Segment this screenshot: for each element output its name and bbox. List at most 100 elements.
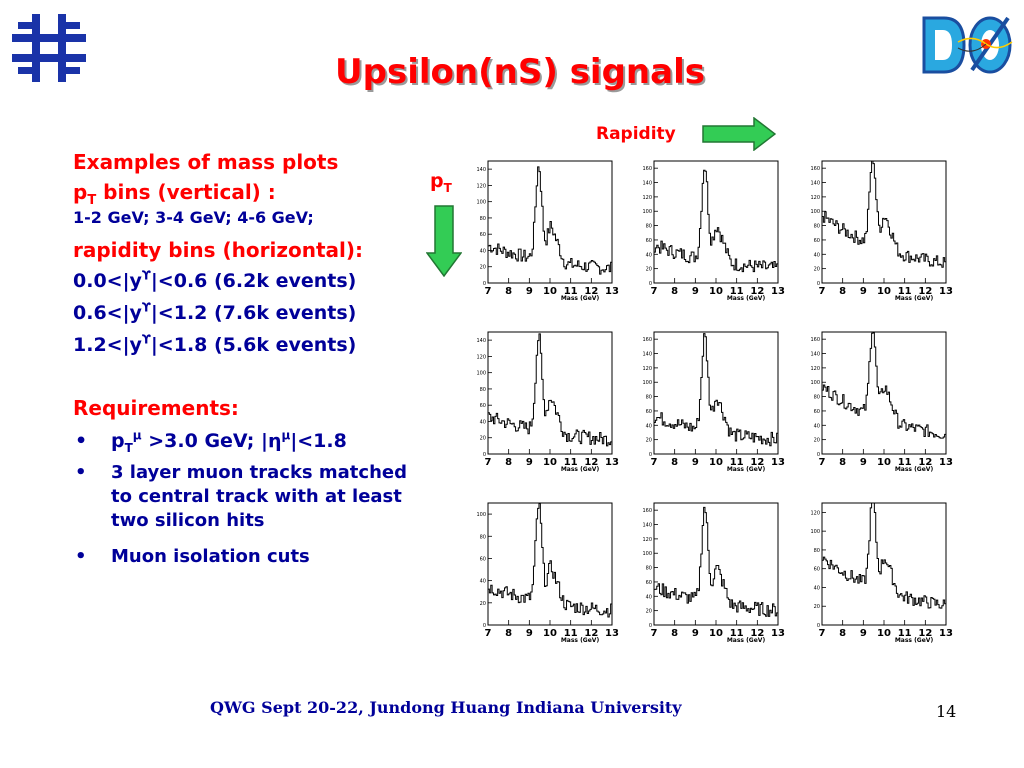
y-tick-label: 0	[649, 623, 652, 629]
y-tick-label: 100	[476, 512, 486, 518]
x-tick-label: 9	[526, 286, 533, 297]
examples-line: Examples of mass plots	[73, 150, 339, 174]
x-tick-label: 13	[771, 457, 785, 468]
x-tick-label: 12	[584, 457, 598, 468]
y-tick-label: 20	[814, 267, 820, 273]
x-axis-label: Mass (GeV)	[727, 466, 766, 473]
x-tick-label: 7	[651, 628, 658, 639]
x-tick-label: 9	[860, 457, 867, 468]
x-tick-label: 11	[730, 628, 744, 639]
y-tick-label: 160	[810, 166, 820, 172]
y-tick-label: 120	[810, 366, 820, 372]
x-tick-label: 13	[939, 628, 953, 639]
x-tick-label: 8	[839, 457, 846, 468]
x-tick-label: 11	[564, 286, 578, 297]
x-tick-label: 13	[605, 457, 619, 468]
y-tick-label: 40	[814, 252, 820, 258]
y-tick-label: 100	[476, 200, 486, 206]
x-tick-label: 11	[898, 286, 912, 297]
y-tick-label: 100	[810, 529, 820, 535]
y-tick-label: 40	[646, 423, 652, 429]
y-tick-label: 0	[817, 452, 820, 458]
y-tick-label: 100	[810, 380, 820, 386]
mass-histogram: 0 20 40 60 80 100 120 140 160 7 8 9 10 11 12 13 Mass (Ge…	[808, 326, 954, 474]
x-tick-label: 7	[485, 286, 492, 297]
x-tick-label: 11	[730, 286, 744, 297]
requirement-item-cont: two silicon hits	[111, 510, 265, 531]
x-tick-label: 10	[709, 457, 723, 468]
y-tick-label: 20	[646, 609, 652, 615]
y-tick-label: 20	[480, 436, 486, 442]
x-axis-label: Mass (GeV)	[895, 637, 934, 644]
y-tick-label: 140	[642, 181, 652, 187]
mass-histogram: 0 20 40 60 80 100 120 140 160 7 8 9 10 11 12 13 Mass (Ge…	[640, 497, 786, 645]
y-tick-label: 160	[642, 337, 652, 343]
x-axis-label: Mass (GeV)	[561, 466, 600, 473]
y-tick-label: 0	[483, 281, 486, 287]
x-tick-label: 12	[584, 628, 598, 639]
y-tick-label: 20	[814, 438, 820, 444]
y-tick-label: 160	[642, 508, 652, 514]
pt-label: pT	[430, 170, 452, 195]
x-tick-label: 10	[543, 628, 557, 639]
y-tick-label: 120	[642, 195, 652, 201]
x-tick-label: 13	[605, 286, 619, 297]
histogram-line	[653, 169, 778, 283]
x-axis-label: Mass (GeV)	[561, 295, 600, 302]
y-tick-label: 120	[810, 510, 820, 516]
x-tick-label: 12	[750, 286, 764, 297]
x-tick-label: 8	[505, 457, 512, 468]
x-tick-label: 9	[860, 286, 867, 297]
y-tick-label: 20	[814, 604, 820, 610]
x-tick-label: 12	[918, 286, 932, 297]
x-tick-label: 7	[485, 628, 492, 639]
y-tick-label: 140	[476, 338, 486, 344]
x-tick-label: 9	[692, 457, 699, 468]
x-axis-label: Mass (GeV)	[895, 466, 934, 473]
x-axis-label: Mass (GeV)	[727, 295, 766, 302]
y-tick-label: 80	[480, 387, 486, 393]
y-tick-label: 100	[642, 209, 652, 215]
y-tick-label: 80	[480, 216, 486, 222]
x-tick-label: 8	[505, 628, 512, 639]
description-text: Examples of mass plots pT bins (vertical…	[73, 152, 463, 572]
y-tick-label: 120	[642, 537, 652, 543]
y-tick-label: 0	[483, 623, 486, 629]
y-tick-label: 60	[480, 232, 486, 238]
y-tick-label: 120	[476, 183, 486, 189]
x-axis-label: Mass (GeV)	[561, 637, 600, 644]
x-tick-label: 10	[877, 457, 891, 468]
y-tick-label: 20	[646, 438, 652, 444]
x-tick-label: 9	[860, 628, 867, 639]
x-tick-label: 7	[485, 457, 492, 468]
y-tick-label: 0	[817, 623, 820, 629]
y-tick-label: 140	[810, 181, 820, 187]
fermilab-logo-icon	[12, 14, 86, 82]
y-tick-label: 140	[642, 523, 652, 529]
x-tick-label: 9	[526, 628, 533, 639]
requirements-heading: Requirements:	[73, 396, 239, 420]
histogram-line	[487, 503, 612, 625]
y-tick-label: 60	[646, 580, 652, 586]
x-tick-label: 9	[692, 628, 699, 639]
mass-histogram: 0 20 40 60 80 100 120 7 8 9 10 11 12 13 Mass (GeV)	[808, 497, 954, 645]
x-tick-label: 10	[877, 628, 891, 639]
y-tick-label: 40	[480, 419, 486, 425]
x-tick-label: 10	[543, 457, 557, 468]
histogram-line	[653, 506, 778, 625]
mass-histogram: 0 20 40 60 80 100 120 140 160 7 8 9 10 11 12 13 Mass (Ge…	[808, 155, 954, 303]
y-tick-label: 120	[642, 366, 652, 372]
x-tick-label: 7	[819, 628, 826, 639]
y-tick-label: 60	[646, 409, 652, 415]
y-tick-label: 160	[642, 166, 652, 172]
mass-histogram: 0 20 40 60 80 100 120 140 7 8 9 10 11 12 13 Mass (GeV)	[474, 155, 620, 303]
x-tick-label: 11	[730, 457, 744, 468]
x-tick-label: 8	[671, 457, 678, 468]
y-tick-label: 80	[646, 566, 652, 572]
x-tick-label: 7	[819, 286, 826, 297]
x-tick-label: 12	[750, 628, 764, 639]
x-tick-label: 7	[651, 286, 658, 297]
histogram-line	[487, 333, 612, 454]
x-tick-label: 12	[918, 457, 932, 468]
histogram-line	[821, 160, 946, 283]
